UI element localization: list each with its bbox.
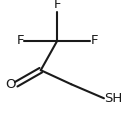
Text: F: F	[16, 34, 24, 48]
Text: O: O	[5, 78, 16, 91]
Text: SH: SH	[105, 92, 123, 105]
Text: F: F	[90, 34, 98, 48]
Text: F: F	[53, 0, 61, 11]
